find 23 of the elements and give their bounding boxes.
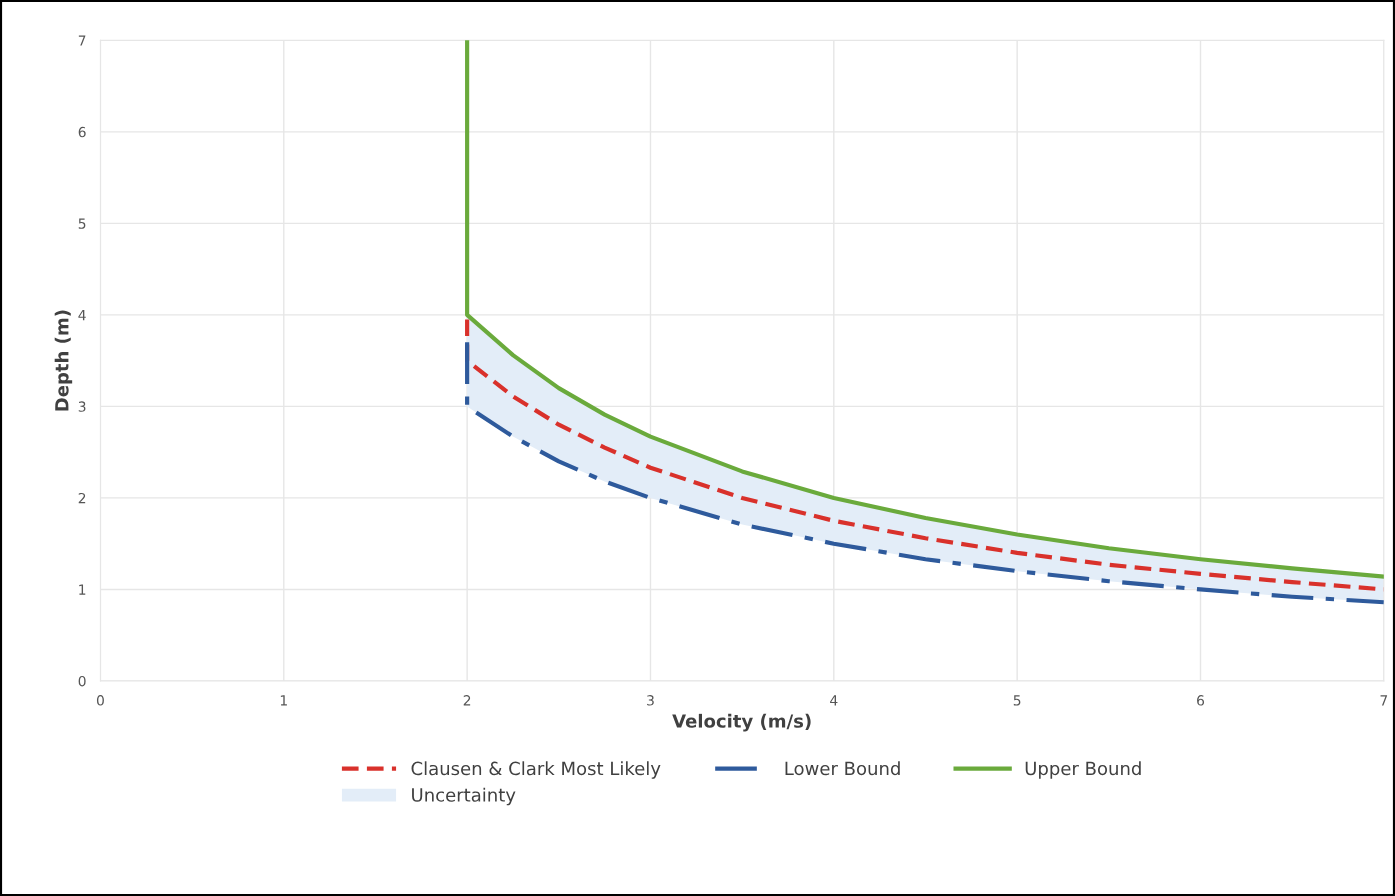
- x-tick-label: 4: [830, 695, 838, 706]
- y-tick-label: 7: [78, 35, 86, 46]
- x-axis-title: Velocity (m/s): [672, 713, 811, 732]
- x-tick-label: 2: [463, 695, 471, 706]
- x-tick-label: 0: [96, 695, 104, 706]
- y-axis-title: Depth (m): [54, 310, 73, 411]
- y-tick-label: 4: [78, 310, 86, 321]
- legend-label: Upper Bound: [1025, 761, 1141, 779]
- legend-label: Clausen & Clark Most Likely: [411, 761, 661, 779]
- line-series: [465, 40, 1384, 579]
- x-tick-label: 7: [1380, 695, 1388, 706]
- y-tick-label: 2: [78, 492, 86, 504]
- legend-label: Lower Bound: [785, 761, 900, 776]
- y-tick-label: 3: [78, 401, 86, 412]
- y-tick-label: 5: [78, 218, 86, 229]
- y-tick-label: 6: [78, 126, 86, 138]
- y-tick-label: 1: [79, 584, 86, 595]
- legend-label: Uncertainty: [412, 787, 516, 806]
- x-tick-label: 3: [647, 695, 654, 706]
- y-tick-label: 0: [78, 675, 86, 687]
- x-tick-label: 6: [1197, 695, 1205, 706]
- x-tick-label: 1: [280, 695, 287, 706]
- x-tick-label: 5: [1013, 695, 1021, 706]
